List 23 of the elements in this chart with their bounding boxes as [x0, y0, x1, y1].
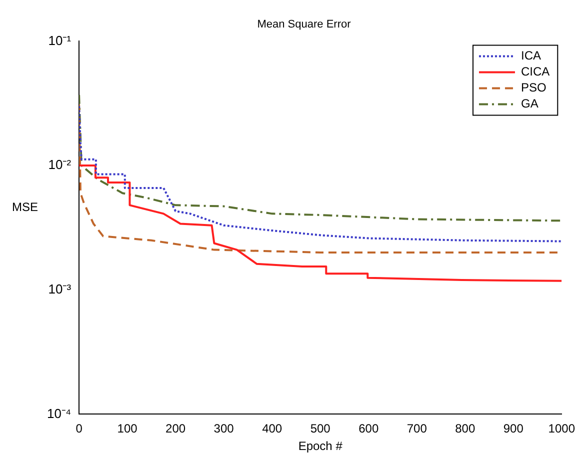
legend-label: GA — [520, 96, 538, 111]
x-tick-label: 900 — [503, 422, 524, 436]
y-tick-label: 10⁻³ — [48, 281, 72, 296]
x-tick-label: 500 — [310, 422, 331, 436]
x-tick-label: 300 — [214, 422, 234, 436]
x-tick-label: 100 — [117, 422, 138, 436]
x-axis-title: Epoch # — [298, 439, 343, 454]
legend-label: PSO — [520, 80, 546, 95]
legend-label: ICA — [520, 48, 541, 63]
x-tick-label: 400 — [262, 422, 282, 436]
x-tick-label: 600 — [358, 422, 379, 436]
legend-label: CICA — [520, 64, 550, 79]
x-tick-label: 800 — [455, 422, 476, 436]
line-series — [79, 94, 562, 222]
x-tick-label: 1000 — [548, 422, 576, 436]
x-tick-label: 0 — [76, 422, 83, 436]
y-tick-label: 10⁻² — [48, 157, 72, 172]
y-tick-label: 10⁻⁴ — [47, 406, 72, 421]
y-tick-label: 10⁻¹ — [48, 32, 72, 48]
x-tick-label: 200 — [166, 422, 186, 436]
chart-title: Mean Square Error — [257, 18, 352, 31]
y-axis-title: MSE — [12, 200, 38, 214]
x-tick-label: 700 — [406, 422, 428, 436]
